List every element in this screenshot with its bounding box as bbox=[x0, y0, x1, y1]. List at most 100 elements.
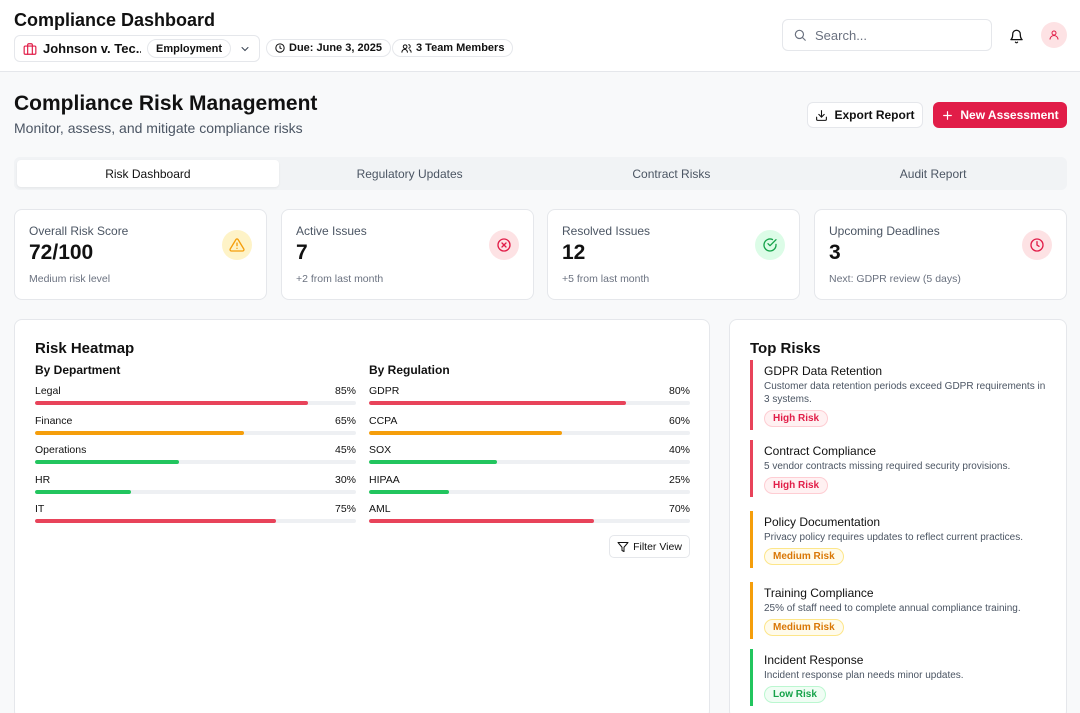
tab-contract-risks[interactable]: Contract Risks bbox=[632, 166, 711, 181]
clock-icon bbox=[275, 43, 285, 53]
heatmap-row-head: GDPR 80% bbox=[369, 385, 690, 398]
heatmap-bar-track bbox=[35, 489, 356, 494]
heatmap-row-head: Operations 45% bbox=[35, 444, 356, 457]
risk-level-badge: High Risk bbox=[764, 410, 829, 427]
risk-heatmap-panel: Risk Heatmap By Department Legal 85% Finan… bbox=[14, 319, 710, 713]
heatmap-bar-track bbox=[35, 430, 356, 435]
risk-item[interactable]: Incident Response Incident response plan … bbox=[750, 649, 1050, 706]
risk-title: Incident Response bbox=[764, 653, 864, 667]
heatmap-row-value: 60% bbox=[668, 414, 690, 427]
user-avatar[interactable] bbox=[1041, 22, 1067, 48]
chevron-down-icon bbox=[239, 43, 251, 55]
heatmap-row: HIPAA 25% bbox=[369, 474, 690, 504]
heatmap-row: HR 30% bbox=[35, 474, 356, 504]
risk-item[interactable]: Training Compliance 25% of staff need to … bbox=[750, 582, 1050, 639]
heatmap-row-head: IT 75% bbox=[35, 503, 356, 516]
bell-icon bbox=[1009, 29, 1024, 44]
risk-level-badge: Low Risk bbox=[764, 686, 826, 703]
due-date-badge: Due: June 3, 2025 bbox=[266, 39, 391, 57]
heatmap-bar-fill bbox=[35, 401, 308, 405]
heatmap-bar-fill bbox=[369, 489, 450, 494]
regulation-column: By Regulation GDPR 80% CCPA 60% SOX 40% HIPAA 2… bbox=[369, 363, 690, 533]
search-icon bbox=[793, 28, 807, 42]
stat-subtext: +5 from last month bbox=[562, 273, 650, 285]
heatmap-row-head: HIPAA 25% bbox=[369, 474, 690, 487]
risk-title: GDPR Data Retention bbox=[764, 364, 883, 378]
warning-icon bbox=[222, 230, 252, 260]
heatmap-bar-fill bbox=[35, 489, 132, 494]
heatmap-row-value: 30% bbox=[334, 473, 356, 486]
risk-title: Policy Documentation bbox=[764, 515, 881, 529]
heatmap-row-value: 65% bbox=[334, 414, 356, 427]
heatmap-row: Finance 65% bbox=[35, 415, 356, 445]
filter-view-button[interactable]: Filter View bbox=[609, 535, 690, 558]
heatmap-row: GDPR 80% bbox=[369, 385, 690, 415]
heatmap-bar-track bbox=[35, 519, 356, 523]
heatmap-row-label: AML bbox=[369, 503, 391, 515]
heatmap-bar-fill bbox=[369, 430, 562, 435]
heatmap-row-head: SOX 40% bbox=[369, 444, 690, 457]
heatmap-bar-track bbox=[35, 401, 356, 405]
tab-audit-report[interactable]: Audit Report bbox=[899, 166, 967, 181]
new-assessment-label: New Assessment bbox=[960, 108, 1059, 122]
stat-label: Active Issues bbox=[296, 224, 367, 238]
tab-regulatory-updates[interactable]: Regulatory Updates bbox=[356, 166, 463, 181]
notifications-button[interactable] bbox=[1005, 25, 1027, 47]
heatmap-row-head: Legal 85% bbox=[35, 385, 356, 398]
heatmap-row-label: Legal bbox=[35, 385, 61, 397]
search-box[interactable] bbox=[782, 19, 992, 51]
briefcase-icon bbox=[23, 42, 37, 56]
heatmap-row-value: 70% bbox=[668, 503, 690, 515]
stat-value: 12 bbox=[562, 241, 586, 264]
heatmap-bar-track bbox=[369, 430, 690, 435]
download-icon bbox=[815, 109, 828, 122]
plus-icon bbox=[941, 109, 954, 122]
heatmap-bar-fill bbox=[369, 460, 498, 464]
stat-value: 7 bbox=[296, 241, 308, 264]
risk-description: 25% of staff need to complete annual com… bbox=[764, 603, 1021, 614]
stat-subtext: +2 from last month bbox=[296, 273, 384, 285]
heatmap-row-value: 75% bbox=[334, 503, 356, 515]
heatmap-bar-fill bbox=[35, 430, 244, 435]
risk-item[interactable]: Contract Compliance 5 vendor contracts mi… bbox=[750, 440, 1050, 497]
top-risks-title: Top Risks bbox=[750, 340, 821, 357]
heatmap-row: CCPA 60% bbox=[369, 415, 690, 445]
stat-label: Overall Risk Score bbox=[29, 224, 129, 238]
new-assessment-button[interactable]: New Assessment bbox=[933, 102, 1067, 128]
heatmap-row: IT 75% bbox=[35, 503, 356, 533]
risk-item[interactable]: GDPR Data Retention Customer data retenti… bbox=[750, 360, 1050, 430]
risk-description: Incident response plan needs minor updat… bbox=[764, 670, 964, 681]
x-circle-icon bbox=[489, 230, 519, 260]
heatmap-row-value: 80% bbox=[668, 385, 690, 397]
heatmap-row: AML 70% bbox=[369, 503, 690, 533]
case-type-badge: Employment bbox=[147, 39, 232, 58]
heatmap-row-value: 25% bbox=[668, 473, 690, 486]
export-report-button[interactable]: Export Report bbox=[807, 102, 923, 128]
heatmap-row-label: SOX bbox=[369, 444, 392, 456]
heatmap-row-value: 85% bbox=[334, 385, 356, 397]
heatmap-bar-fill bbox=[369, 401, 626, 405]
heatmap-row-value: 40% bbox=[668, 444, 690, 456]
heatmap-row-label: GDPR bbox=[369, 385, 400, 397]
heatmap-row-label: CCPA bbox=[369, 414, 398, 427]
risk-level-badge: Medium Risk bbox=[764, 619, 844, 636]
stat-card-upcoming-deadlines: Upcoming Deadlines 3 Next: GDPR review (… bbox=[814, 209, 1067, 300]
heatmap-row-head: HR 30% bbox=[35, 474, 356, 487]
export-report-label: Export Report bbox=[834, 108, 915, 122]
stat-card-active-issues: Active Issues 7 +2 from last month bbox=[281, 209, 534, 300]
department-column: By Department Legal 85% Finance 65% Operatio… bbox=[35, 363, 356, 533]
heatmap-bar-fill bbox=[35, 519, 276, 523]
risk-title: Training Compliance bbox=[764, 586, 874, 600]
risk-description: 5 vendor contracts missing required secu… bbox=[764, 461, 1011, 472]
risk-item[interactable]: Policy Documentation Privacy policy requi… bbox=[750, 511, 1050, 568]
search-input[interactable] bbox=[815, 27, 975, 43]
stat-card-resolved-issues: Resolved Issues 12 +5 from last month bbox=[547, 209, 800, 300]
case-selector[interactable]: Johnson v. Tec... Employment bbox=[14, 35, 260, 62]
user-icon bbox=[1048, 29, 1060, 41]
heatmap-bar-fill bbox=[35, 460, 180, 464]
heatmap-row-label: HR bbox=[35, 473, 51, 486]
tab-risk-dashboard[interactable]: Risk Dashboard bbox=[17, 160, 279, 187]
users-icon bbox=[401, 43, 412, 54]
case-name: Johnson v. Tec... bbox=[43, 41, 141, 56]
page-title: Compliance Risk Management bbox=[14, 92, 318, 115]
